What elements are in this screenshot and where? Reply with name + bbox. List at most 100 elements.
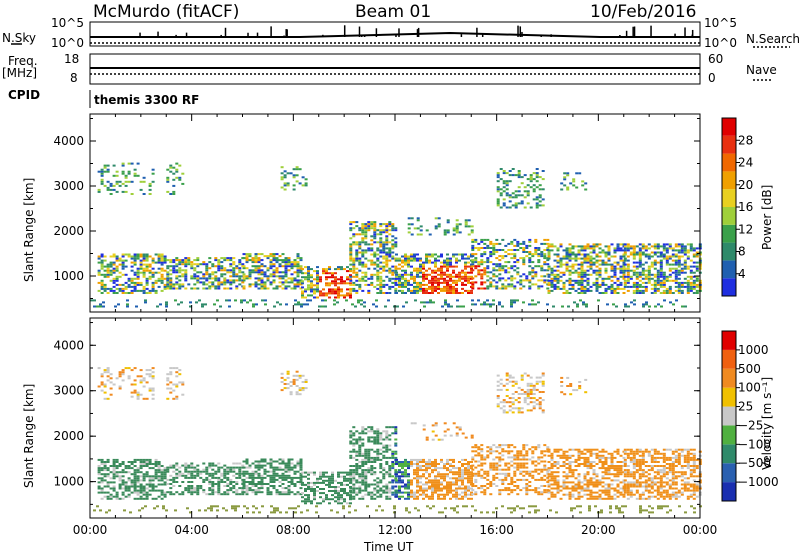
data-cell	[398, 479, 401, 482]
data-cell	[404, 491, 407, 494]
data-cell	[689, 247, 693, 250]
data-cell	[507, 283, 511, 286]
data-cell	[507, 466, 511, 469]
data-cell	[550, 289, 554, 292]
data-cell	[331, 479, 334, 482]
data-cell	[452, 253, 455, 256]
data-cell	[394, 279, 398, 282]
data-cell	[638, 259, 642, 262]
data-cell	[202, 468, 206, 471]
data-cell	[683, 265, 687, 268]
data-cell	[304, 288, 307, 291]
data-cell	[379, 448, 383, 451]
data-cell	[391, 227, 395, 230]
data-cell	[333, 303, 336, 306]
data-cell	[169, 483, 173, 485]
data-cell	[260, 487, 264, 490]
data-cell	[510, 265, 514, 268]
data-cell	[443, 273, 446, 276]
data-cell	[443, 259, 446, 262]
data-cell	[529, 186, 533, 189]
data-cell	[160, 255, 164, 258]
data-cell	[160, 273, 164, 276]
data-cell	[471, 464, 475, 467]
data-cell	[449, 483, 452, 486]
data-cell	[525, 493, 529, 496]
data-cell	[635, 292, 639, 294]
data-cell	[471, 474, 475, 477]
data-cell	[443, 277, 446, 280]
data-cell	[653, 261, 657, 264]
data-cell	[572, 178, 576, 181]
data-cell	[662, 255, 666, 258]
data-cell	[254, 261, 258, 264]
data-cell	[260, 483, 264, 485]
data-cell	[251, 491, 255, 494]
data-cell	[148, 182, 152, 185]
data-cell	[513, 257, 517, 260]
data-cell	[376, 277, 380, 280]
data-cell	[428, 273, 431, 276]
data-cell	[266, 470, 270, 473]
data-cell	[321, 305, 324, 308]
data-cell	[659, 283, 663, 286]
data-cell	[178, 493, 182, 496]
data-cell	[304, 184, 308, 187]
data-cell	[296, 464, 300, 467]
data-cell	[382, 231, 386, 234]
data-cell	[299, 259, 303, 262]
data-cell	[394, 452, 398, 455]
data-cell	[254, 255, 258, 258]
data-cell	[467, 487, 470, 490]
data-cell	[404, 273, 407, 276]
data-cell	[112, 477, 116, 480]
data-cell	[252, 305, 255, 308]
data-cell	[559, 245, 563, 248]
data-cell	[416, 283, 419, 286]
data-cell	[514, 196, 518, 199]
data-cell	[367, 277, 371, 280]
data-cell	[121, 292, 125, 294]
data-cell	[196, 468, 200, 471]
data-cell	[534, 271, 538, 274]
data-cell	[653, 283, 657, 286]
data-cell	[499, 178, 503, 181]
data-cell	[398, 275, 401, 278]
data-cell	[580, 249, 584, 252]
data-cell	[346, 492, 349, 495]
data-cell	[410, 233, 414, 236]
data-cell	[100, 479, 104, 482]
data-cell	[154, 477, 158, 480]
data-cell	[169, 491, 173, 494]
data-cell	[571, 271, 575, 274]
data-cell	[322, 479, 325, 482]
data-cell	[124, 265, 128, 268]
data-cell	[220, 273, 224, 276]
data-cell	[398, 259, 401, 262]
data-cell	[157, 253, 161, 256]
data-cell	[349, 450, 353, 453]
freq-tick-lo: 8	[70, 71, 78, 85]
data-cell	[496, 198, 500, 201]
data-cell	[355, 471, 359, 474]
data-cell	[272, 253, 276, 256]
data-cell	[139, 463, 143, 465]
data-cell	[422, 483, 425, 486]
data-cell	[567, 305, 570, 308]
data-cell	[686, 251, 690, 254]
data-cell	[187, 466, 191, 469]
data-cell	[425, 261, 428, 264]
data-cell	[124, 273, 128, 276]
data-cell	[501, 305, 504, 308]
data-cell	[313, 471, 316, 474]
data-cell	[416, 469, 419, 472]
data-cell	[376, 271, 380, 274]
data-cell	[425, 253, 428, 256]
data-cell	[248, 255, 252, 258]
data-cell	[382, 292, 386, 294]
data-cell	[419, 225, 423, 228]
data-cell	[109, 263, 113, 266]
data-cell	[583, 275, 587, 278]
data-cell	[683, 263, 687, 266]
data-cell	[595, 253, 599, 256]
